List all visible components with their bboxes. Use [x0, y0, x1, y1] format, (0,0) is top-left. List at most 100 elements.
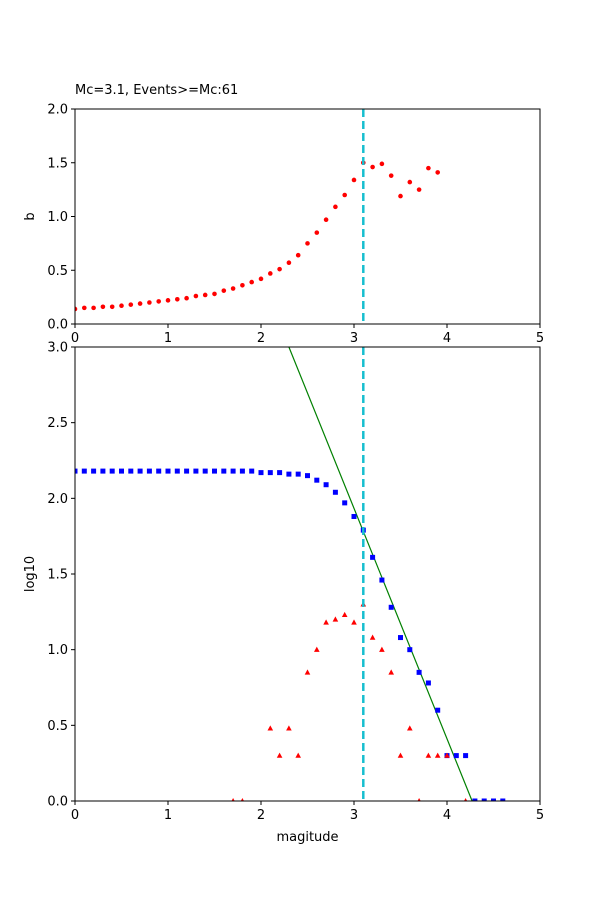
data-point-square	[267, 470, 273, 476]
data-point-triangle	[231, 798, 235, 801]
data-point-circle	[202, 292, 208, 298]
data-point-circle	[82, 305, 87, 311]
data-point-circle	[268, 271, 273, 276]
x-tick-label: 5	[536, 808, 544, 823]
data-point-triangle	[444, 752, 450, 758]
y-tick-label: 1.0	[47, 643, 68, 658]
data-point-circle	[128, 302, 134, 307]
data-point-circle	[277, 266, 282, 272]
data-point-square	[342, 500, 348, 506]
data-point-square	[109, 468, 115, 474]
chart-title: Mc=3.1, Events>=Mc:61	[75, 83, 238, 98]
data-point-square	[212, 468, 217, 474]
x-tick-label: 0	[71, 808, 79, 823]
data-point-square	[230, 468, 236, 474]
data-point-circle	[351, 177, 357, 183]
y-tick-label: 1.5	[47, 156, 68, 171]
data-point-circle	[175, 296, 180, 302]
x-tick-label: 5	[536, 331, 544, 346]
data-point-circle	[258, 276, 264, 282]
data-point-square	[277, 470, 283, 476]
data-point-square	[249, 468, 255, 474]
data-point-square	[425, 680, 431, 686]
data-point-circle	[230, 286, 236, 291]
data-point-square	[351, 513, 357, 519]
data-point-square	[100, 468, 106, 474]
y-tick-label: 1.0	[47, 210, 68, 225]
data-point-triangle	[397, 752, 404, 758]
plot-content	[75, 347, 506, 801]
data-point-square	[370, 554, 376, 560]
data-point-circle	[370, 164, 375, 170]
data-point-circle	[286, 260, 292, 266]
log10-panel: 0 1 2 3 4 5 0.0 0.5 1.0 1.5 2.0 2.5 3.0 log10 magitu…	[23, 341, 544, 846]
data-point-square	[128, 468, 134, 474]
data-point-square	[286, 471, 292, 477]
y-tick-label: 0.5	[47, 264, 68, 279]
data-point-circle	[407, 179, 413, 185]
data-point-square	[481, 798, 487, 801]
data-point-circle	[240, 283, 245, 288]
data-point-square	[81, 468, 87, 474]
data-point-triangle	[332, 616, 339, 622]
data-point-triangle	[295, 752, 301, 758]
y-tick-label: 0.0	[47, 795, 68, 810]
x-axis-label-magnitude: magitude	[276, 830, 338, 845]
data-point-circle	[147, 300, 152, 305]
x-tick-label: 3	[350, 808, 358, 823]
data-point-square	[416, 669, 422, 675]
data-point-circle	[165, 298, 171, 303]
x-tick-label: 1	[164, 331, 172, 346]
data-point-triangle	[240, 798, 245, 801]
data-point-square	[75, 468, 78, 474]
data-point-square	[463, 753, 469, 759]
y-tick-label: 3.0	[47, 341, 68, 356]
data-point-circle	[109, 304, 115, 310]
data-point-circle	[119, 303, 124, 309]
y-tick-label: 0.5	[47, 719, 68, 734]
data-point-square	[305, 473, 310, 479]
data-point-circle	[435, 170, 441, 175]
data-point-square	[156, 468, 162, 474]
data-point-square	[398, 635, 403, 641]
data-point-square	[332, 489, 338, 495]
data-point-triangle	[407, 725, 413, 731]
data-point-triangle	[267, 725, 274, 731]
data-point-triangle	[323, 619, 329, 625]
data-point-circle	[398, 193, 403, 199]
data-point-square	[472, 798, 478, 801]
data-point-triangle	[286, 725, 292, 731]
y-tick-label: 1.5	[47, 568, 68, 583]
y-tick-label: 0.0	[47, 318, 68, 333]
data-point-triangle	[351, 619, 357, 625]
data-point-square	[119, 468, 124, 474]
data-point-circle	[91, 305, 96, 311]
data-point-circle	[221, 288, 227, 293]
y-tick-label: 2.0	[47, 103, 68, 118]
data-point-circle	[75, 306, 78, 312]
data-point-triangle	[314, 646, 320, 652]
data-point-circle	[193, 293, 199, 299]
data-point-square	[323, 482, 329, 488]
x-tick-label: 0	[71, 331, 79, 346]
data-point-triangle	[417, 798, 421, 801]
data-point-triangle	[276, 752, 283, 758]
fit-line	[288, 347, 473, 801]
data-point-square	[500, 798, 506, 801]
data-point-triangle	[341, 611, 348, 618]
data-point-square	[184, 468, 190, 474]
data-point-triangle	[369, 634, 376, 640]
data-point-triangle	[304, 669, 311, 675]
data-point-square	[435, 707, 441, 713]
data-point-circle	[379, 161, 385, 167]
x-tick-label: 2	[257, 808, 265, 823]
data-point-square	[295, 471, 301, 477]
data-point-circle	[212, 291, 217, 297]
plot-content	[75, 109, 441, 324]
data-point-square	[165, 468, 171, 474]
plot-background	[75, 347, 540, 801]
data-point-square	[202, 468, 208, 474]
data-point-circle	[333, 204, 338, 210]
b-value-plot-area: 0 1 2 3 4 5 0.0 0.5 1.0 1.5 2.0	[47, 103, 544, 347]
x-tick-label: 4	[443, 331, 451, 346]
